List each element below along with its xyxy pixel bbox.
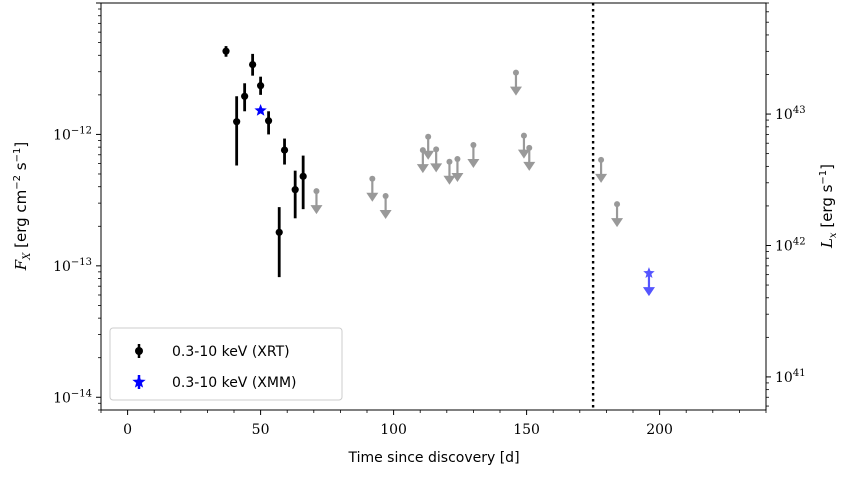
upper-limit-layer: [310, 69, 655, 297]
xmm-star-marker: [254, 104, 267, 116]
xrt-circle-marker: [249, 60, 257, 69]
xrt-data-point: [257, 76, 265, 95]
xrt-upper-limit-point: [598, 156, 605, 163]
y-axis-label-right: Lx [erg s−1]: [818, 164, 839, 249]
upper-limit-arrow-head: [379, 209, 392, 219]
legend-xmm-marker: [132, 375, 146, 389]
xrt-data-point: [299, 155, 307, 210]
upper-limit-arrow-head: [517, 149, 530, 159]
svg-text:FX [erg cm−2 s−1]: FX [erg cm−2 s−1]: [12, 142, 33, 271]
y-left-tick-label: 10−12: [53, 125, 92, 143]
xrt-upper-limit: [366, 175, 379, 202]
upper-limit-arrow-head: [523, 161, 536, 171]
legend-xrt-marker: [135, 344, 143, 358]
xrt-upper-limit: [443, 158, 456, 185]
svg-text:Lx [erg s−1]: Lx [erg s−1]: [818, 164, 839, 249]
xrt-upper-limit-point: [470, 142, 477, 149]
xrt-upper-limit-point: [313, 188, 320, 195]
xmm-data-point: [254, 104, 267, 116]
xrt-upper-limit: [310, 188, 323, 215]
upper-limit-arrow-head: [416, 164, 429, 174]
upper-limit-arrow-head: [310, 205, 323, 215]
upper-limit-arrow-head: [422, 150, 435, 160]
x-tick-label: 50: [252, 422, 270, 438]
y-left-tick-label: 10−13: [53, 257, 92, 275]
xrt-circle-marker: [299, 172, 307, 180]
axes-layer: 0 50 100 150 200 10−14 10−13 10−12 1041 1042 1043: [53, 2, 806, 438]
xrt-circle-marker: [264, 117, 273, 125]
xrt-upper-limit: [422, 133, 435, 160]
xrt-upper-limit-point: [614, 201, 621, 208]
xrt-upper-limit-point: [425, 133, 432, 140]
xrt-upper-limit: [611, 201, 624, 228]
legend-xrt-label: 0.3-10 keV (XRT): [172, 344, 290, 360]
xrt-upper-limit-point: [382, 192, 389, 199]
xrt-circle-marker: [291, 186, 299, 194]
xrt-upper-limit-point: [446, 158, 453, 165]
xrt-data-point: [291, 170, 299, 219]
xrt-upper-limit: [509, 69, 522, 96]
xrt-data-point: [264, 111, 273, 135]
xrt-upper-limit: [467, 142, 480, 169]
legend: 0.3-10 keV (XRT) 0.3-10 keV (XMM): [109, 327, 343, 401]
xrt-upper-limit: [517, 132, 530, 159]
xmm-upper-limit: [642, 267, 655, 297]
legend-box: [109, 327, 343, 401]
x-axis-label: Time since discovery [d]: [347, 450, 519, 466]
xrt-upper-limit: [451, 156, 464, 183]
xrt-circle-marker: [241, 92, 249, 100]
upper-limit-arrow-head: [366, 192, 379, 202]
x-tick-label: 0: [123, 422, 132, 438]
xrt-data-point: [233, 96, 241, 166]
xrt-circle-marker: [222, 47, 230, 55]
xrt-data-point: [241, 83, 249, 112]
xrt-upper-limit: [416, 147, 429, 174]
y-right-tick-label: 1041: [775, 368, 806, 386]
xrt-upper-limit-point: [520, 132, 527, 139]
xrt-data-point: [280, 138, 289, 165]
x-tick-label: 200: [646, 422, 673, 438]
xrt-series-layer: [222, 46, 307, 278]
xrt-data-point: [222, 46, 230, 57]
upper-limit-arrow-head: [642, 287, 655, 297]
xmm-series-layer: [254, 104, 267, 116]
upper-limit-arrow-head: [509, 86, 522, 96]
xrt-circle-marker: [275, 228, 283, 236]
xrt-circle-marker: [257, 82, 265, 90]
y-right-tick-label: 1043: [775, 105, 806, 123]
upper-limit-arrow-head: [467, 159, 480, 169]
xrt-data-point: [249, 53, 257, 76]
x-tick-label: 100: [380, 422, 407, 438]
xrt-upper-limit: [379, 192, 392, 219]
xrt-upper-limit: [595, 156, 608, 183]
upper-limit-arrow-head: [595, 173, 608, 183]
legend-xmm-label: 0.3-10 keV (XMM): [172, 375, 297, 391]
xrt-data-point: [275, 207, 283, 278]
xmm-upper-limit-star: [643, 267, 655, 278]
y-left-tick-label: 10−14: [53, 388, 92, 406]
xrt-circle-marker: [280, 146, 289, 154]
upper-limit-arrow-head: [451, 173, 464, 183]
xrt-upper-limit-point: [526, 144, 533, 151]
upper-limit-arrow-head: [611, 218, 624, 228]
upper-limit-arrow-head: [443, 175, 456, 185]
xrt-upper-limit-point: [433, 146, 440, 153]
xrt-upper-limit-point: [369, 175, 376, 182]
xrt-circle-marker: [233, 118, 241, 126]
upper-limit-arrow-head: [430, 163, 443, 173]
y-axis-label-left: FX [erg cm−2 s−1]: [12, 142, 33, 271]
xrt-upper-limit: [430, 146, 443, 173]
x-tick-label: 150: [513, 422, 540, 438]
xrt-upper-limit-point: [512, 69, 519, 76]
y-right-tick-label: 1042: [775, 236, 806, 254]
xrt-upper-limit: [523, 144, 536, 171]
xrt-upper-limit-point: [454, 156, 461, 163]
